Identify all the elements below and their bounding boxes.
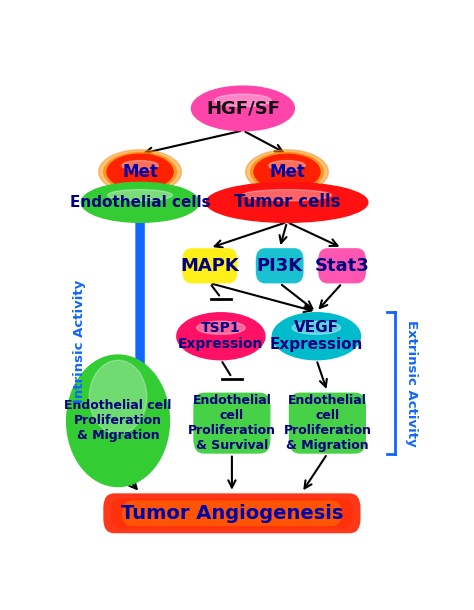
Ellipse shape	[246, 150, 328, 194]
FancyBboxPatch shape	[182, 248, 237, 284]
Ellipse shape	[99, 150, 182, 194]
Ellipse shape	[243, 190, 331, 201]
Text: Tumor Angiogenesis: Tumor Angiogenesis	[121, 504, 343, 523]
Text: Stat3: Stat3	[315, 257, 370, 274]
Text: HGF/SF: HGF/SF	[206, 99, 280, 118]
Text: Met: Met	[122, 163, 158, 181]
Ellipse shape	[122, 160, 158, 170]
Ellipse shape	[82, 182, 199, 222]
Text: Endothelial
cell
Proliferation
& Migration: Endothelial cell Proliferation & Migrati…	[283, 394, 372, 452]
FancyBboxPatch shape	[110, 498, 353, 529]
Text: Met: Met	[269, 163, 305, 181]
FancyBboxPatch shape	[256, 248, 303, 284]
FancyBboxPatch shape	[289, 393, 366, 454]
Ellipse shape	[197, 321, 245, 334]
Text: Intrinsic Activity: Intrinsic Activity	[73, 279, 86, 403]
Ellipse shape	[215, 94, 271, 107]
Text: Endothelial
cell
Proliferation
& Survival: Endothelial cell Proliferation & Surviva…	[188, 394, 276, 452]
Ellipse shape	[206, 182, 368, 222]
Text: Endothelial cells: Endothelial cells	[70, 195, 210, 210]
Ellipse shape	[292, 321, 341, 334]
Ellipse shape	[177, 313, 265, 360]
Ellipse shape	[191, 86, 294, 131]
Ellipse shape	[108, 190, 173, 201]
Ellipse shape	[251, 152, 323, 191]
Ellipse shape	[107, 154, 173, 190]
FancyBboxPatch shape	[103, 493, 360, 533]
Ellipse shape	[272, 313, 360, 360]
Text: VEGF
Expression: VEGF Expression	[270, 320, 363, 353]
Text: PI3K: PI3K	[256, 257, 303, 274]
Text: Endothelial cell
Proliferation
& Migration: Endothelial cell Proliferation & Migrati…	[64, 400, 172, 442]
Text: MAPK: MAPK	[181, 257, 239, 274]
Text: Tumor cells: Tumor cells	[234, 193, 340, 212]
Circle shape	[89, 361, 147, 434]
FancyBboxPatch shape	[122, 500, 342, 526]
Ellipse shape	[269, 160, 305, 170]
Ellipse shape	[254, 154, 320, 190]
Text: Extrinsic Activity: Extrinsic Activity	[405, 320, 419, 447]
FancyArrow shape	[132, 222, 148, 468]
Circle shape	[66, 355, 170, 487]
Text: TSP1
Expression: TSP1 Expression	[178, 321, 264, 351]
Ellipse shape	[104, 152, 176, 191]
FancyBboxPatch shape	[318, 248, 366, 284]
FancyBboxPatch shape	[193, 393, 271, 454]
